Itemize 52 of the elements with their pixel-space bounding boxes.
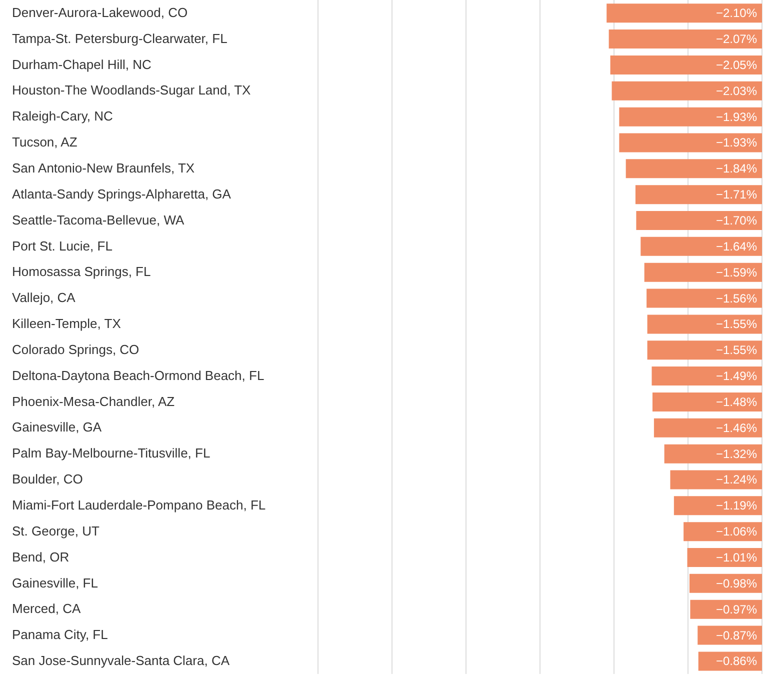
- y-tick-label: Panama City, FL: [12, 627, 108, 642]
- data-label: −1.24%: [716, 472, 758, 487]
- y-tick-label: San Jose-Sunnyvale-Santa Clara, CA: [12, 653, 230, 668]
- data-label: −0.97%: [716, 602, 758, 616]
- y-tick-label: Gainesville, FL: [12, 575, 98, 590]
- data-label: −1.93%: [716, 110, 758, 124]
- y-tick-label: Bend, OR: [12, 549, 70, 564]
- y-tick-label: Deltona-Daytona Beach-Ormond Beach, FL: [12, 368, 264, 383]
- data-label: −0.98%: [716, 576, 758, 590]
- y-tick-label: Houston-The Woodlands-Sugar Land, TX: [12, 82, 252, 98]
- y-tick-label: Phoenix-Mesa-Chandler, AZ: [12, 394, 175, 409]
- data-label: −1.71%: [716, 188, 758, 202]
- data-label: −1.48%: [716, 394, 758, 409]
- y-tick-label: Miami-Fort Lauderdale-Pompano Beach, FL: [12, 498, 266, 512]
- y-tick-label: Port St. Lucie, FL: [12, 238, 112, 254]
- y-tick-label: San Antonio-New Braunfels, TX: [12, 160, 195, 176]
- y-tick-label: Seattle-Tacoma-Bellevue, WA: [12, 212, 185, 228]
- data-label: −1.70%: [716, 214, 758, 228]
- data-label: −1.32%: [716, 446, 758, 461]
- y-tick-label: Gainesville, GA: [12, 420, 102, 435]
- data-label: −1.64%: [716, 239, 758, 254]
- data-label: −1.46%: [716, 420, 758, 435]
- data-label: −1.56%: [716, 291, 758, 306]
- data-label: −1.49%: [716, 369, 758, 384]
- data-label: −2.10%: [716, 6, 758, 20]
- y-tick-label: Colorado Springs, CO: [12, 342, 140, 357]
- y-tick-label: Atlanta-Sandy Springs-Alpharetta, GA: [12, 186, 232, 202]
- data-label: −0.87%: [716, 628, 758, 642]
- data-label: −1.84%: [716, 162, 758, 176]
- data-label: −1.19%: [716, 498, 758, 513]
- data-label: −2.07%: [716, 32, 758, 46]
- y-tick-label: Denver-Aurora-Lakewood, CO: [12, 4, 188, 20]
- y-tick-label: Homosassa Springs, FL: [12, 264, 151, 280]
- data-label: −0.86%: [716, 654, 758, 668]
- y-tick-label: Durham-Chapel Hill, NC: [12, 56, 152, 72]
- data-label: −1.93%: [716, 136, 758, 150]
- y-tick-label: Vallejo, CA: [12, 290, 76, 306]
- data-label: −1.55%: [716, 317, 758, 332]
- y-tick-label: Tucson, AZ: [12, 134, 78, 150]
- y-tick-label: Merced, CA: [12, 601, 81, 616]
- data-label: −1.59%: [716, 265, 758, 280]
- y-tick-label: Killeen-Temple, TX: [12, 316, 122, 332]
- y-tick-label: St. George, UT: [12, 523, 100, 538]
- y-tick-label: Palm Bay-Melbourne-Titusville, FL: [12, 446, 210, 461]
- y-tick-label: Tampa-St. Petersburg-Clearwater, FL: [12, 30, 228, 46]
- y-tick-label: Raleigh-Cary, NC: [12, 108, 113, 124]
- y-tick-label: Boulder, CO: [12, 472, 83, 487]
- data-label: −2.05%: [716, 58, 758, 72]
- data-label: −1.06%: [716, 524, 758, 539]
- data-label: −1.55%: [716, 343, 758, 358]
- data-label: −2.03%: [716, 84, 758, 98]
- data-label: −1.01%: [716, 550, 758, 565]
